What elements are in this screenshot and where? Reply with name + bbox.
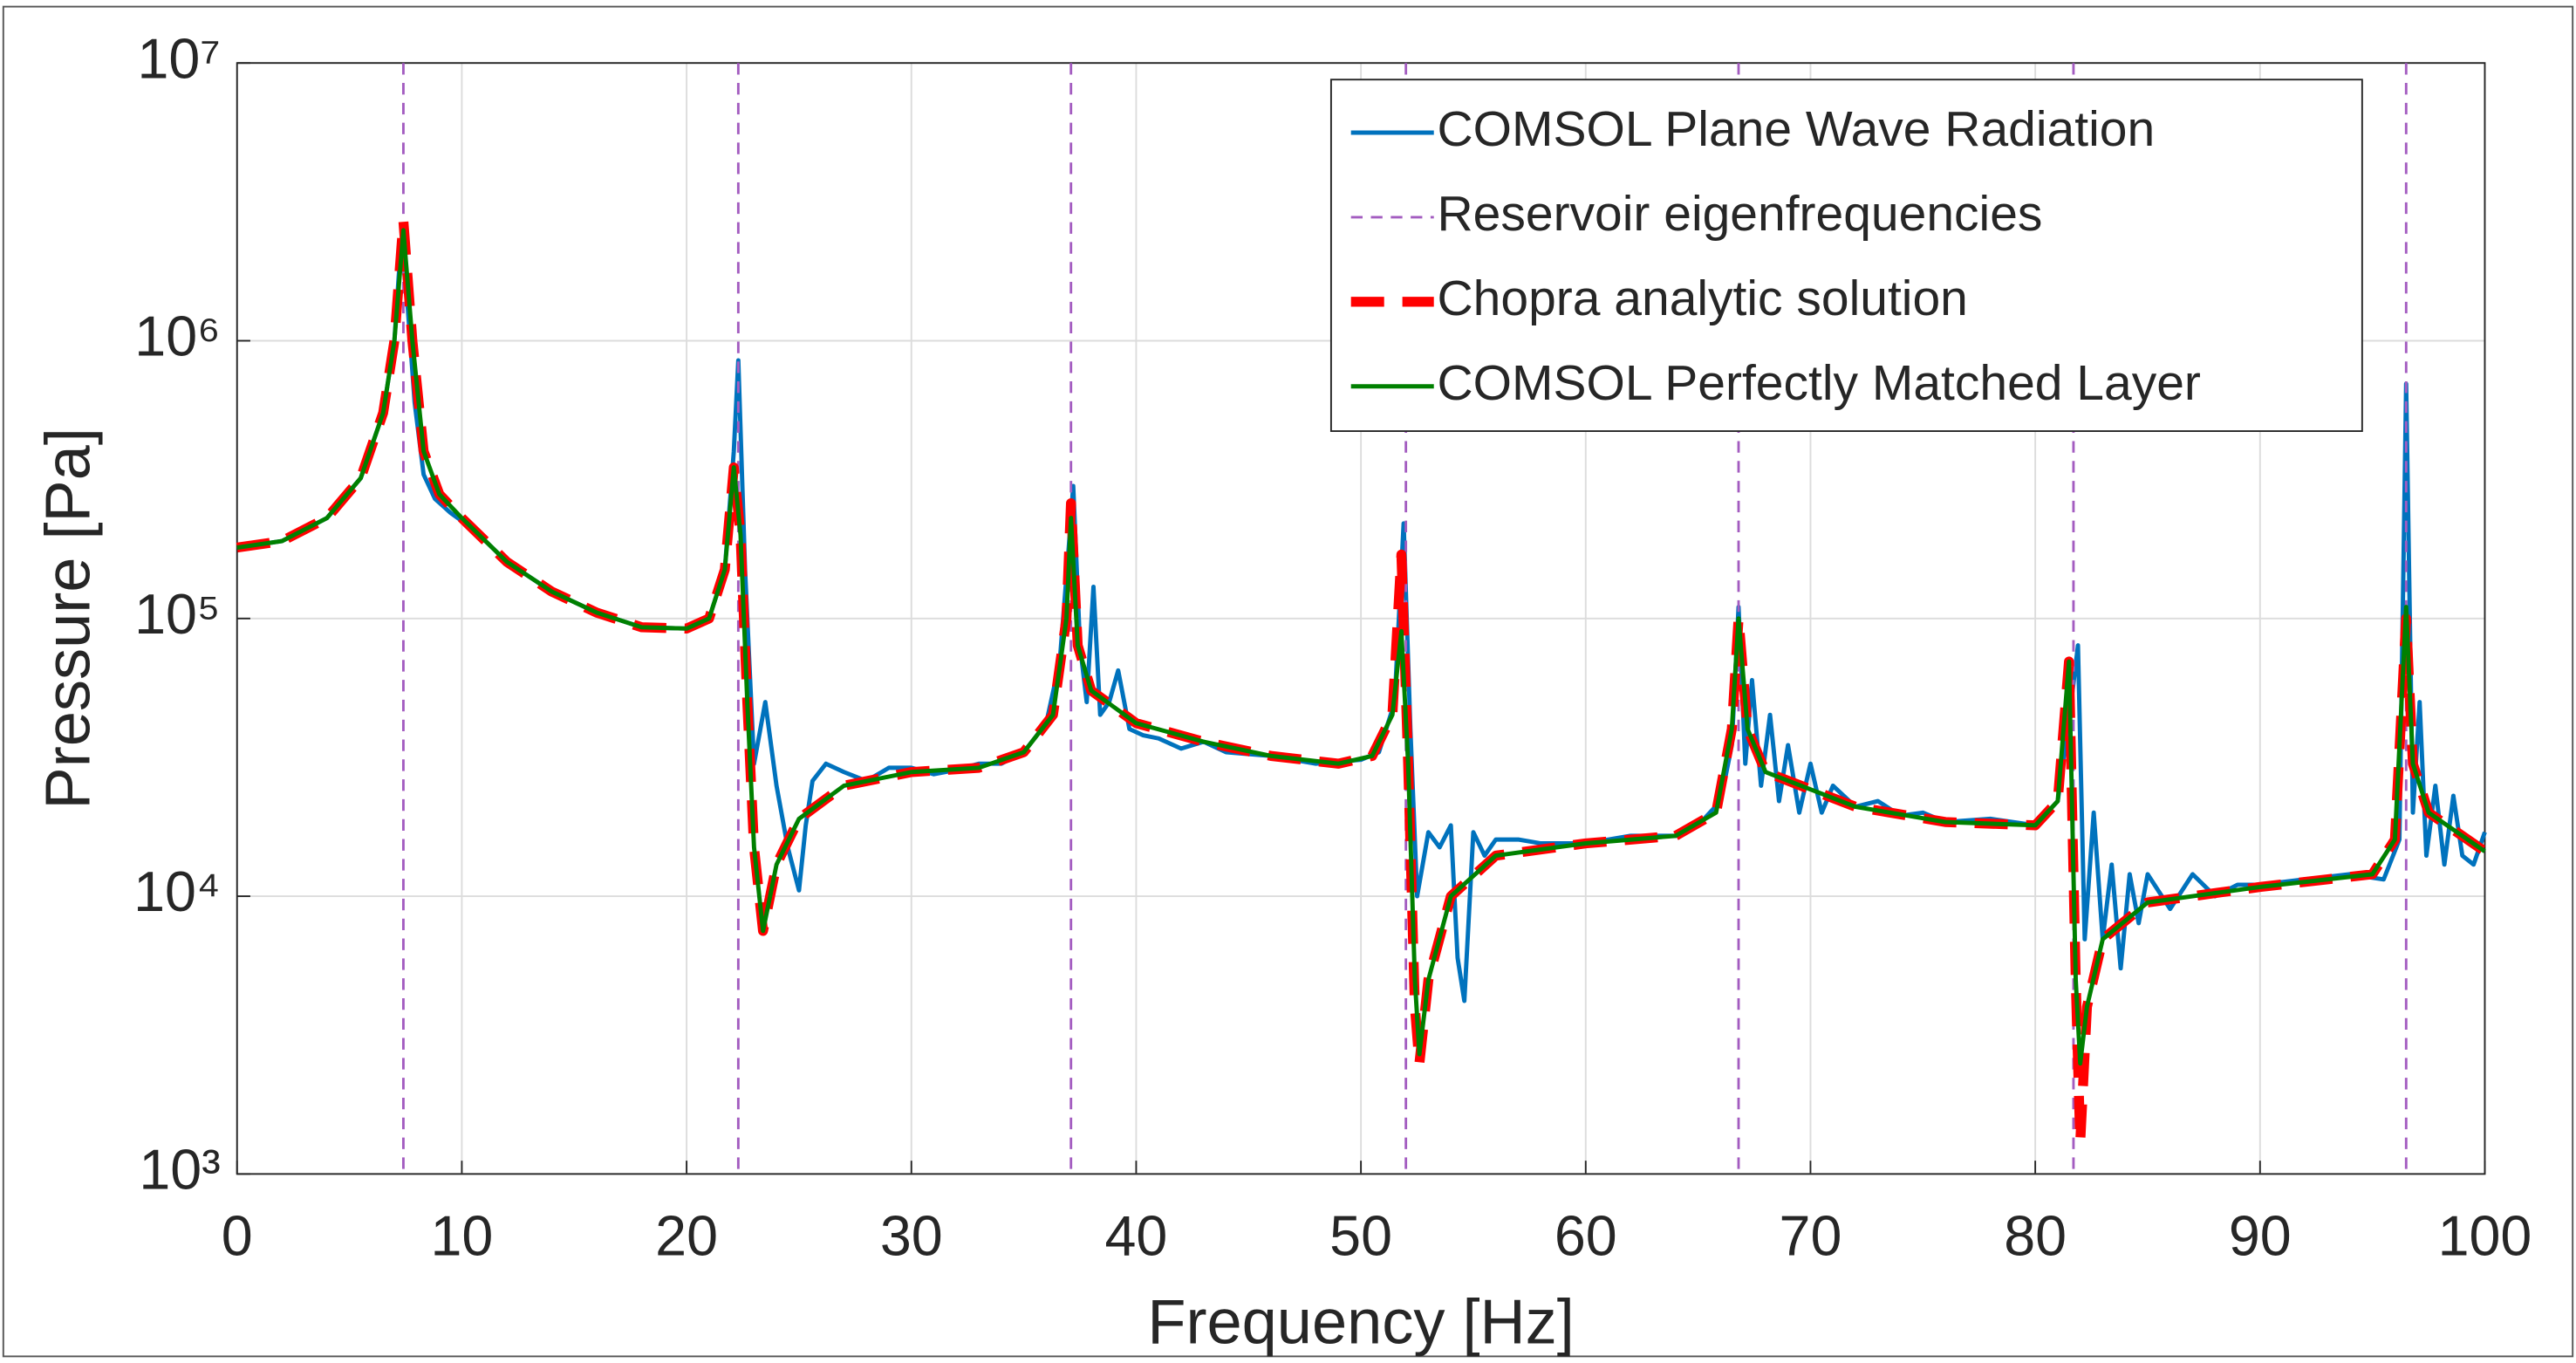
x-tick-label: 20 — [655, 1204, 718, 1267]
y-tick-label: 10⁴ — [133, 860, 221, 923]
y-tick-label: 10⁶ — [134, 305, 220, 368]
x-tick-label: 100 — [2438, 1204, 2532, 1267]
series-line — [236, 237, 2487, 1003]
x-tick-label: 70 — [1780, 1204, 1842, 1267]
legend-label: COMSOL Perfectly Matched Layer — [1438, 355, 2201, 411]
legend: COMSOL Plane Wave Radiation Reservoir eig… — [1329, 79, 2363, 433]
legend-label: Chopra analytic solution — [1438, 271, 1968, 326]
x-tick-label: 50 — [1329, 1204, 1392, 1267]
legend-label: Reservoir eigenfrequencies — [1438, 186, 2043, 242]
y-axis-label: Pressure [Pa] — [34, 428, 104, 809]
x-tick-label: 40 — [1105, 1204, 1168, 1267]
legend-label: COMSOL Plane Wave Radiation — [1438, 101, 2156, 157]
series-line — [236, 228, 2486, 1066]
plot-frame — [236, 62, 2486, 1175]
x-tick-label: 60 — [1554, 1204, 1617, 1267]
x-tick-label: 30 — [880, 1204, 943, 1267]
x-tick-label: 10 — [430, 1204, 493, 1267]
x-tick-label: 90 — [2229, 1204, 2292, 1267]
y-tick-label: 10⁵ — [134, 583, 221, 646]
x-axis-label: Frequency [Hz] — [1147, 1287, 1574, 1357]
window-frame — [2, 5, 2574, 1358]
y-tick-label: 10⁷ — [138, 27, 221, 90]
x-tick-label: 80 — [2004, 1204, 2067, 1267]
y-tick-label: 10³ — [139, 1138, 220, 1201]
legend-box — [1329, 79, 2363, 433]
x-tick-label: 0 — [222, 1204, 253, 1267]
